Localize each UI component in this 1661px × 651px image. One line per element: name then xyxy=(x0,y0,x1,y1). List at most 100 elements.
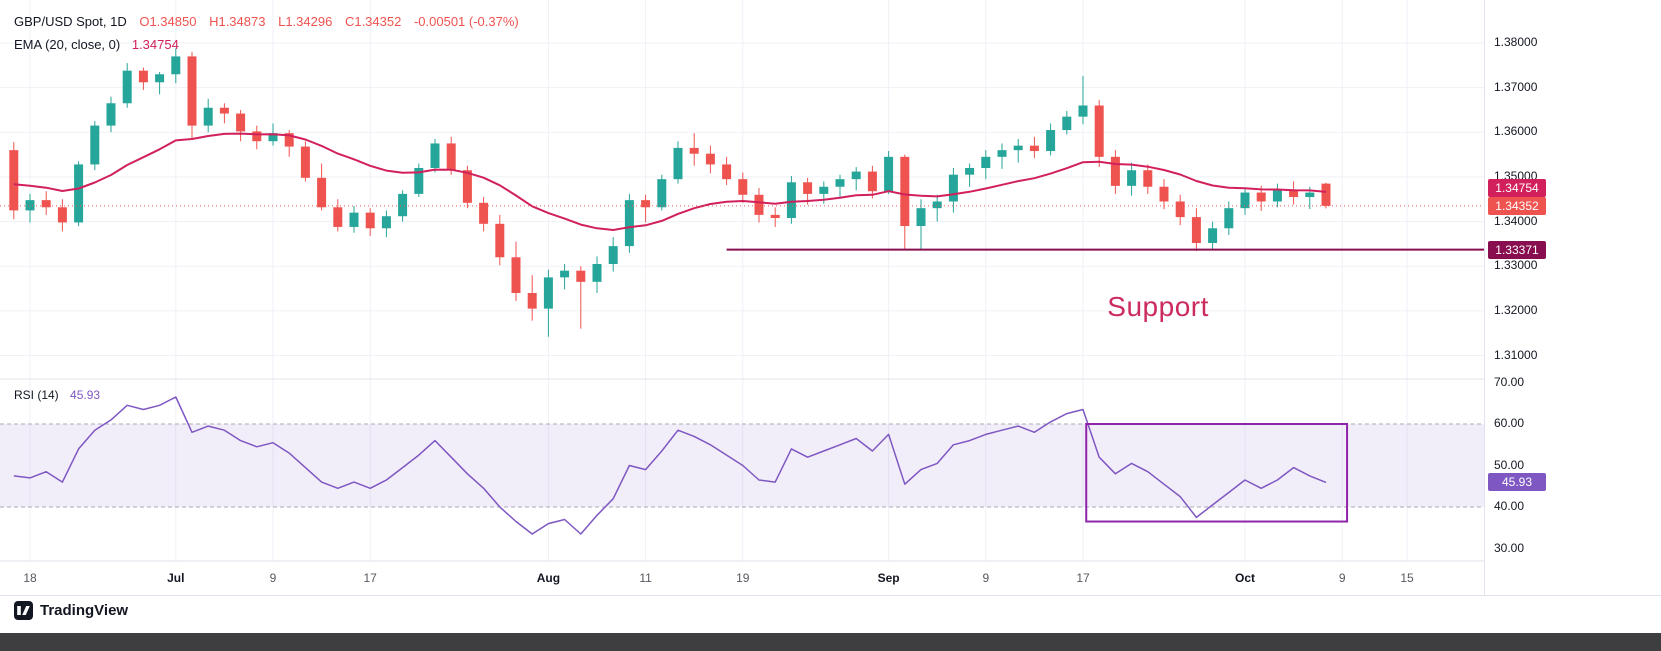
axis-separator xyxy=(0,595,1661,596)
chart-plot[interactable] xyxy=(0,0,1484,562)
time-label: 9 xyxy=(1338,571,1346,585)
candle-body xyxy=(981,156,991,168)
candle-body xyxy=(543,277,553,309)
rsi-line xyxy=(13,396,1327,535)
time-label: Aug xyxy=(536,571,561,585)
time-axis[interactable]: 18 Jul 9 17 Aug 11 19 Sep 9 17 Oct 9 15 xyxy=(0,562,1484,595)
time-label: 9 xyxy=(269,571,277,585)
candle-body xyxy=(203,107,213,126)
ohlc-change: -0.00501 (-0.37%) xyxy=(413,14,519,29)
time-label: 18 xyxy=(23,571,37,585)
ohlc-low: L1.34296 xyxy=(278,14,333,29)
candle-body xyxy=(219,107,229,114)
candle-body xyxy=(657,179,667,208)
time-label: Sep xyxy=(877,571,900,585)
time-label: 17 xyxy=(1076,571,1090,585)
time-label: 11 xyxy=(639,571,652,585)
candle-body xyxy=(608,246,618,264)
rsi-value: 45.93 xyxy=(70,388,101,402)
candle-body xyxy=(284,133,294,147)
candle-body xyxy=(1208,228,1218,243)
candle-body xyxy=(252,131,262,142)
candle-body xyxy=(462,170,472,203)
symbol-title: GBP/USD Spot, 1D xyxy=(14,14,127,29)
candle-body xyxy=(1110,156,1120,186)
candle-body xyxy=(1143,170,1153,187)
candle-body xyxy=(511,257,521,293)
price-tick-label: 1.34000 xyxy=(1494,213,1538,228)
candle-body xyxy=(398,193,408,217)
candle-body xyxy=(495,223,505,258)
candle-body xyxy=(786,182,796,218)
candle-body xyxy=(592,263,602,282)
candle-body xyxy=(171,56,181,75)
symbol-legend[interactable]: GBP/USD Spot, 1D O1.34850 H1.34873 L1.34… xyxy=(14,14,519,29)
rsi-title: RSI (14) xyxy=(14,388,59,402)
candle-body xyxy=(527,293,537,309)
price-tick-label: 1.36000 xyxy=(1494,124,1538,139)
price-tick-label: 1.37000 xyxy=(1494,79,1538,94)
candle-body xyxy=(1240,192,1250,209)
candle-body xyxy=(1224,208,1234,229)
time-label: 9 xyxy=(982,571,990,585)
ema-line xyxy=(13,132,1327,231)
rsi-highlight-box[interactable] xyxy=(1085,423,1349,523)
candle-body xyxy=(965,168,975,175)
footer: TradingView xyxy=(14,601,128,620)
rsi-value-badge: 45.93 xyxy=(1488,473,1546,492)
tradingview-logo-text[interactable]: TradingView xyxy=(40,602,129,619)
candle-body xyxy=(754,194,764,215)
price-tick-label: 1.31000 xyxy=(1494,347,1538,362)
candle-body xyxy=(155,74,165,83)
candle-body xyxy=(770,214,780,218)
rsi-tick-label: 70.00 xyxy=(1494,374,1525,389)
candle-body xyxy=(641,200,651,208)
candle-body xyxy=(705,153,715,165)
candle-body xyxy=(900,156,910,227)
candle-body xyxy=(1062,116,1072,131)
support-annotation[interactable]: Support xyxy=(1107,290,1209,322)
candle-body xyxy=(317,177,327,208)
candle-body xyxy=(689,147,699,154)
time-label: Oct xyxy=(1234,571,1255,585)
ohlc-high: H1.34873 xyxy=(209,14,266,29)
candle-body xyxy=(673,147,683,180)
time-label: 17 xyxy=(363,571,377,585)
rsi-legend[interactable]: RSI (14) 45.93 xyxy=(14,388,100,402)
ohlc-open: O1.34850 xyxy=(139,14,197,29)
ema-legend[interactable]: EMA (20, close, 0) 1.34754 xyxy=(14,37,179,52)
candle-body xyxy=(997,150,1007,157)
last-price-badge: 1.34352 xyxy=(1488,196,1546,215)
candle-body xyxy=(1029,145,1039,152)
candle-body xyxy=(349,212,359,227)
candle-body xyxy=(9,150,19,211)
candle-body xyxy=(851,171,861,180)
candle-body xyxy=(948,174,958,202)
price-axis[interactable]: 1.38000 1.37000 1.36000 1.35000 1.34000 1.330… xyxy=(1484,0,1661,595)
candle-body xyxy=(1272,190,1282,202)
candle-body xyxy=(430,143,440,168)
time-label: 19 xyxy=(736,571,750,585)
candle-body xyxy=(1305,192,1315,198)
candle-body xyxy=(106,103,116,126)
candle-body xyxy=(41,200,51,208)
tradingview-logo-icon[interactable] xyxy=(14,601,33,620)
candle-body xyxy=(932,201,942,209)
rsi-tick-label: 60.00 xyxy=(1494,416,1525,430)
candle-body xyxy=(624,200,634,247)
time-label: 15 xyxy=(1400,571,1414,585)
candle-body xyxy=(803,182,813,194)
candle-body xyxy=(414,168,424,194)
candle-body xyxy=(1094,105,1104,157)
bottom-bar xyxy=(0,633,1661,651)
candle-body xyxy=(187,56,197,126)
candle-body xyxy=(916,208,926,227)
candle-body xyxy=(446,143,456,171)
candle-body xyxy=(300,146,310,178)
candle-body xyxy=(381,216,391,229)
candle-body xyxy=(90,125,100,165)
candle-body xyxy=(57,207,67,223)
candle-body xyxy=(1078,105,1088,117)
candle-body xyxy=(268,133,278,142)
